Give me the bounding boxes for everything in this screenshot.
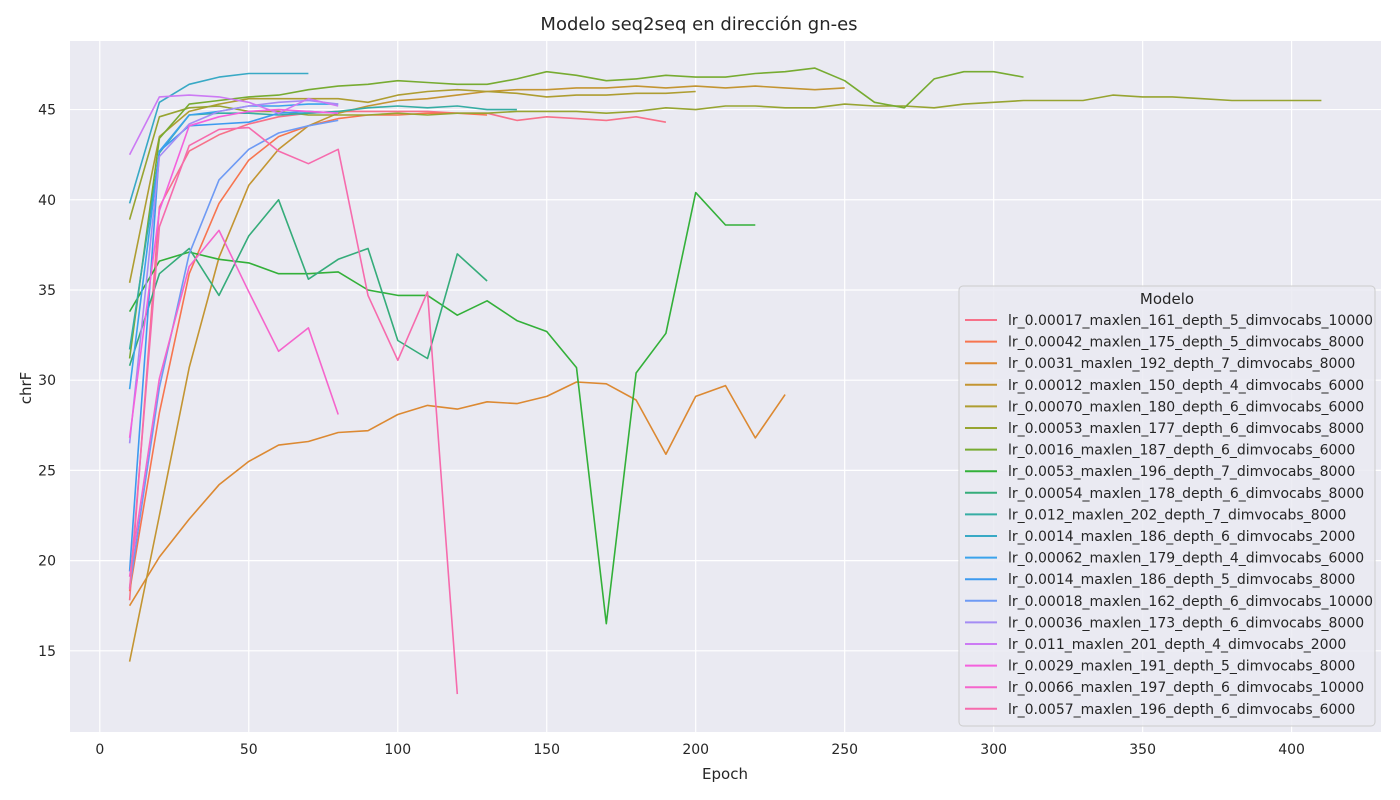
x-tick-label: 400 (1278, 742, 1305, 758)
legend-label: lr_0.00062_maxlen_179_depth_4_dimvocabs_… (1008, 551, 1364, 567)
series-line-6 (128, 67, 1024, 359)
series-line-5 (128, 94, 1322, 220)
legend-label: lr_0.0016_maxlen_187_depth_6_dimvocabs_6… (1008, 443, 1355, 459)
y-tick-label: 30 (38, 373, 56, 389)
y-axis-label: chrF (17, 372, 35, 405)
legend-label: lr_0.00018_maxlen_162_depth_6_dimvocabs_… (1008, 594, 1373, 610)
x-tick-label: 0 (95, 742, 104, 758)
x-tick-label: 150 (533, 742, 560, 758)
legend-label: lr_0.0029_maxlen_191_depth_5_dimvocabs_8… (1008, 659, 1355, 675)
legend-label: lr_0.00012_maxlen_150_depth_4_dimvocabs_… (1008, 378, 1364, 394)
x-tick-labels: 0 50 100 150 200 250 300 350 400 (95, 742, 1305, 758)
series-line-17 (128, 229, 339, 577)
y-tick-label: 40 (38, 193, 56, 209)
legend: Modelo lr_0.00017_maxlen_161_depth_5_dim… (958, 285, 1376, 727)
x-tick-label: 200 (682, 742, 709, 758)
legend-label: lr_0.00036_maxlen_173_depth_6_dimvocabs_… (1008, 615, 1364, 631)
x-tick-label: 300 (980, 742, 1007, 758)
y-tick-label: 15 (38, 644, 56, 660)
series-line-4 (128, 88, 696, 283)
legend-label: lr_0.00070_maxlen_180_depth_6_dimvocabs_… (1008, 399, 1364, 415)
legend-label: lr_0.00054_maxlen_178_depth_6_dimvocabs_… (1008, 486, 1364, 502)
y-tick-label: 45 (38, 103, 56, 119)
legend-title: Modelo (1140, 290, 1194, 308)
series-line-18 (128, 126, 459, 695)
x-tick-label: 250 (831, 742, 858, 758)
y-tick-label: 20 (38, 554, 56, 570)
series-line-0 (128, 110, 667, 601)
x-axis-label: Epoch (702, 765, 748, 783)
y-tick-label: 25 (38, 463, 56, 479)
y-tick-label: 35 (38, 283, 56, 299)
x-tick-label: 50 (240, 742, 258, 758)
series-line-13 (128, 119, 339, 588)
legend-label: lr_0.0066_maxlen_197_depth_6_dimvocabs_1… (1008, 680, 1364, 696)
legend-label: lr_0.00042_maxlen_175_depth_5_dimvocabs_… (1008, 335, 1364, 351)
series-line-2 (128, 381, 786, 607)
series-line-15 (128, 94, 339, 156)
legend-label: lr_0.00053_maxlen_177_depth_6_dimvocabs_… (1008, 421, 1364, 437)
legend-label: lr_0.012_maxlen_202_depth_7_dimvocabs_80… (1008, 507, 1346, 523)
x-tick-label: 350 (1129, 742, 1156, 758)
legend-label: lr_0.0057_maxlen_196_depth_6_dimvocabs_6… (1008, 702, 1355, 718)
chart-title: Modelo seq2seq en dirección gn-es (540, 14, 857, 35)
series-line-8 (128, 199, 488, 367)
legend-label: lr_0.0031_maxlen_192_depth_7_dimvocabs_8… (1008, 356, 1355, 372)
legend-items: lr_0.00017_maxlen_161_depth_5_dimvocabs_… (965, 313, 1373, 718)
legend-label: lr_0.011_maxlen_201_depth_4_dimvocabs_20… (1008, 637, 1346, 653)
legend-label: lr_0.0014_maxlen_186_depth_6_dimvocabs_2… (1008, 529, 1355, 545)
legend-label: lr_0.0014_maxlen_186_depth_5_dimvocabs_8… (1008, 572, 1355, 588)
y-tick-labels: 15 20 25 30 35 40 45 (38, 103, 56, 660)
series-lines (128, 67, 1322, 695)
legend-label: lr_0.00017_maxlen_161_depth_5_dimvocabs_… (1008, 313, 1373, 329)
series-line-10 (128, 72, 309, 204)
legend-box (958, 285, 1376, 727)
x-tick-label: 100 (384, 742, 411, 758)
series-line-16 (128, 108, 339, 439)
legend-label: lr_0.0053_maxlen_196_depth_7_dimvocabs_8… (1008, 464, 1355, 480)
